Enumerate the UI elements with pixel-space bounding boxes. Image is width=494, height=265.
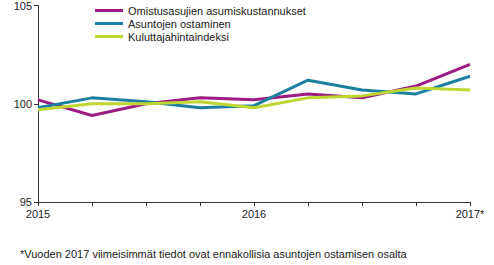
svg-text:2017*: 2017* <box>456 208 485 220</box>
svg-text:Omistusasujien asumiskustannuk: Omistusasujien asumiskustannukset <box>128 5 306 17</box>
svg-text:Asuntojen ostaminen: Asuntojen ostaminen <box>128 18 231 30</box>
svg-text:*Vuoden 2017 viimeisimmät tied: *Vuoden 2017 viimeisimmät tiedot ovat en… <box>20 248 408 260</box>
svg-text:2015: 2015 <box>26 208 50 220</box>
svg-text:100: 100 <box>14 98 32 110</box>
svg-text:95: 95 <box>20 196 32 208</box>
svg-text:Kuluttajahintaindeksi: Kuluttajahintaindeksi <box>128 31 229 43</box>
svg-text:105: 105 <box>14 0 32 12</box>
svg-text:2016: 2016 <box>242 208 266 220</box>
